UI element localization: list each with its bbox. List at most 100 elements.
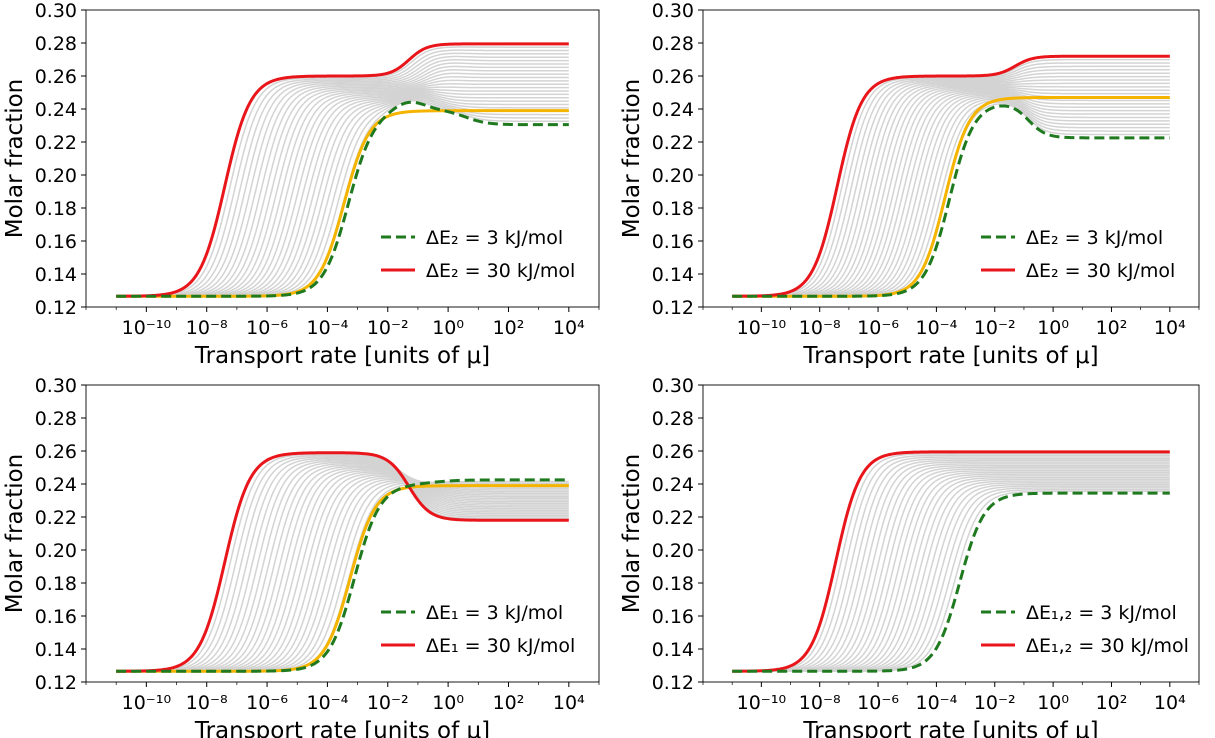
chart-panel-4: 0.12 0.14 0.16 0.18 0.20 0.22 0.24 0.26 0.28 0.30…: [619, 375, 1200, 738]
plot-area: [732, 450, 1170, 673]
x-tick-label: 10⁻²: [974, 317, 1016, 339]
y-tick-label: 0.24: [35, 474, 77, 496]
legend: ΔE₂ = 3 kJ/mol ΔE₂ = 30 kJ/mol: [381, 227, 575, 282]
y-axis-label: Molar fraction: [619, 454, 645, 614]
series-line-3kj: [732, 104, 1170, 298]
gray-curve: [116, 59, 569, 298]
series-line-3kj: [116, 100, 569, 298]
plot-area: [116, 42, 569, 298]
series-line-highlight: [732, 95, 1170, 298]
chart-panel-3: 0.12 0.14 0.16 0.18 0.20 0.22 0.24 0.26 0.28 0.30…: [2, 375, 600, 738]
y-tick-label: 0.16: [652, 606, 694, 628]
x-tick-label: 10⁻¹⁰: [122, 692, 171, 714]
plot-frame: [702, 384, 1200, 683]
y-tick-label: 0.16: [35, 231, 77, 253]
plot-frame: [85, 384, 600, 683]
x-tick-label: 10⁰: [1037, 317, 1069, 339]
series-line-30kj: [732, 54, 1170, 298]
series-line-30kj: [116, 451, 569, 673]
x-tick-label: 10⁰: [432, 317, 464, 339]
x-tick-label: 10⁻⁴: [915, 317, 957, 339]
x-tick-label: 10⁴: [1154, 692, 1186, 714]
y-tick-label: 0.16: [652, 231, 694, 253]
y-tick-label: 0.14: [652, 264, 694, 286]
y-tick-label: 0.22: [35, 507, 77, 529]
gray-curve: [116, 55, 569, 298]
plot-area: [732, 54, 1170, 298]
y-tick-label: 0.18: [35, 198, 77, 220]
series-line-3kj: [116, 478, 569, 673]
series-line-30kj: [116, 42, 569, 298]
legend-label: ΔE₂ = 30 kJ/mol: [426, 260, 575, 282]
y-tick-label: 0.12: [652, 672, 694, 694]
gray-curve: [732, 69, 1170, 298]
y-tick-label: 0.26: [652, 66, 694, 88]
y-tick-label: 0.24: [652, 474, 694, 496]
gray-curve: [732, 72, 1170, 298]
chart-panel-1: 0.12 0.14 0.16 0.18 0.20 0.22 0.24 0.26 0.28 0.30…: [2, 0, 600, 369]
y-tick-label: 0.16: [35, 606, 77, 628]
plot-frame: [85, 9, 600, 308]
y-tick-label: 0.20: [35, 540, 77, 562]
plot-frame: [702, 9, 1200, 308]
y-tick-label: 0.24: [652, 99, 694, 121]
legend-label: ΔE₁ = 3 kJ/mol: [426, 602, 563, 624]
gray-curve: [116, 455, 569, 673]
chart-panel-2: 0.12 0.14 0.16 0.18 0.20 0.22 0.24 0.26 0.28 0.30…: [619, 0, 1200, 369]
series-line-30kj: [732, 450, 1170, 673]
x-tick-label: 10⁻¹⁰: [737, 692, 786, 714]
x-axis-label: Transport rate [units of μ]: [802, 718, 1098, 738]
x-axis-label: Transport rate [units of μ]: [194, 343, 490, 369]
gray-curve: [732, 456, 1170, 673]
x-tick-label: 10⁰: [1037, 692, 1069, 714]
y-tick-label: 0.22: [652, 132, 694, 154]
legend-label: ΔE₂ = 30 kJ/mol: [1026, 260, 1175, 282]
x-tick-label: 10⁻²: [974, 692, 1016, 714]
legend: ΔE₁ = 3 kJ/mol ΔE₁ = 30 kJ/mol: [381, 602, 575, 657]
gray-curve: [732, 459, 1170, 673]
y-tick-label: 0.26: [35, 66, 77, 88]
x-tick-label: 10²: [1096, 692, 1128, 714]
x-tick-label: 10⁴: [553, 692, 585, 714]
x-tick-label: 10²: [493, 317, 525, 339]
x-tick-label: 10⁻⁴: [306, 317, 348, 339]
x-tick-label: 10⁻⁸: [186, 692, 228, 714]
y-tick-label: 0.30: [652, 0, 694, 22]
x-tick-label: 10⁻¹⁰: [122, 317, 171, 339]
legend-label: ΔE₁,₂ = 3 kJ/mol: [1026, 602, 1177, 624]
y-tick-label: 0.14: [652, 639, 694, 661]
y-tick-label: 0.28: [35, 33, 77, 55]
y-axis-label: Molar fraction: [2, 454, 28, 614]
legend-label: ΔE₂ = 3 kJ/mol: [426, 227, 563, 249]
y-tick-label: 0.28: [652, 408, 694, 430]
x-tick-label: 10⁻⁶: [857, 317, 899, 339]
legend-label: ΔE₂ = 3 kJ/mol: [1026, 227, 1163, 249]
gray-curve: [116, 457, 569, 673]
y-tick-label: 0.20: [652, 540, 694, 562]
y-tick-label: 0.30: [35, 375, 77, 397]
x-tick-label: 10⁻⁴: [915, 692, 957, 714]
x-tick-label: 10⁰: [432, 692, 464, 714]
y-tick-label: 0.14: [35, 264, 77, 286]
y-tick-label: 0.22: [652, 507, 694, 529]
x-tick-label: 10⁻⁸: [799, 692, 841, 714]
y-tick-label: 0.28: [652, 33, 694, 55]
gray-curve: [116, 52, 569, 298]
gray-curve: [732, 65, 1170, 298]
y-tick-label: 0.14: [35, 639, 77, 661]
y-tick-label: 0.22: [35, 132, 77, 154]
x-tick-label: 10⁻⁶: [857, 692, 899, 714]
x-axis-label: Transport rate [units of μ]: [194, 718, 490, 738]
gray-curve: [732, 457, 1170, 673]
gray-curve: [732, 454, 1170, 673]
y-tick-label: 0.12: [652, 297, 694, 319]
gray-curve: [732, 452, 1170, 672]
legend: ΔE₁,₂ = 3 kJ/mol ΔE₁,₂ = 30 kJ/mol: [981, 602, 1189, 657]
y-tick-label: 0.12: [35, 297, 77, 319]
x-tick-label: 10⁻²: [367, 692, 409, 714]
y-tick-label: 0.18: [652, 573, 694, 595]
x-tick-label: 10⁻¹⁰: [737, 317, 786, 339]
x-tick-label: 10⁴: [1154, 317, 1186, 339]
y-tick-label: 0.30: [35, 0, 77, 22]
